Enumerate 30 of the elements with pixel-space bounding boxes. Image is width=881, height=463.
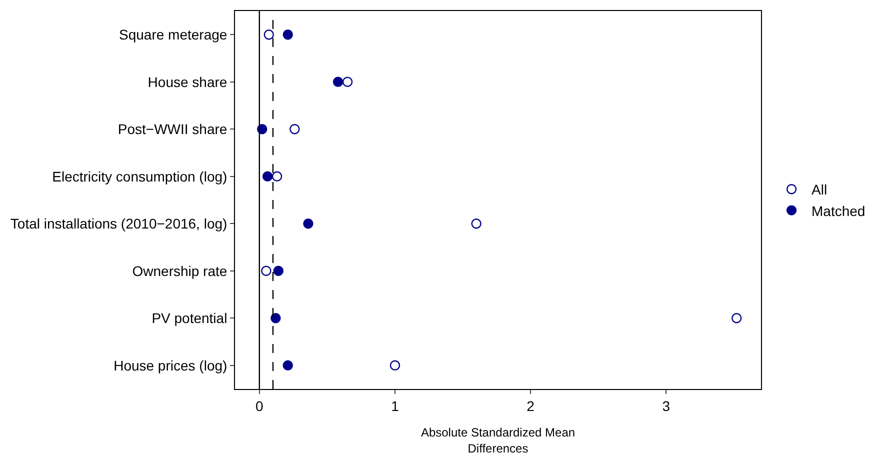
point — [282, 360, 293, 370]
y-tick-label: PV potential — [152, 310, 228, 326]
y-tick-label: Post−WWII share — [118, 121, 228, 138]
x-tick-label: 1 — [391, 398, 400, 414]
legend-label: Matched — [812, 202, 866, 219]
x-tick-label: 2 — [526, 398, 535, 414]
point — [282, 30, 293, 40]
point — [732, 313, 742, 324]
y-tick-label: House share — [148, 74, 228, 90]
point — [264, 30, 274, 40]
point — [272, 171, 282, 182]
y-tick-label: Total installations (2010−2016, log) — [10, 216, 228, 232]
y-tick-label: Electricity consumption (log) — [52, 168, 228, 184]
point — [390, 360, 400, 370]
y-tick-label: Ownership rate — [132, 262, 228, 279]
point — [342, 76, 353, 87]
point — [270, 313, 281, 324]
x-tick-label: 0 — [256, 398, 264, 414]
point — [262, 171, 273, 182]
point — [261, 266, 272, 276]
point — [471, 218, 482, 229]
x-axis-title: Absolute Standardized Mean Differences — [420, 426, 576, 456]
point — [290, 124, 300, 134]
y-tick-label: House prices (log) — [114, 357, 228, 374]
legend-label: All — [812, 182, 828, 198]
x-tick-label: 3 — [662, 398, 670, 414]
y-tick-label: Square meterage — [119, 26, 228, 43]
point — [303, 218, 314, 229]
point — [273, 266, 284, 276]
point — [332, 76, 344, 87]
